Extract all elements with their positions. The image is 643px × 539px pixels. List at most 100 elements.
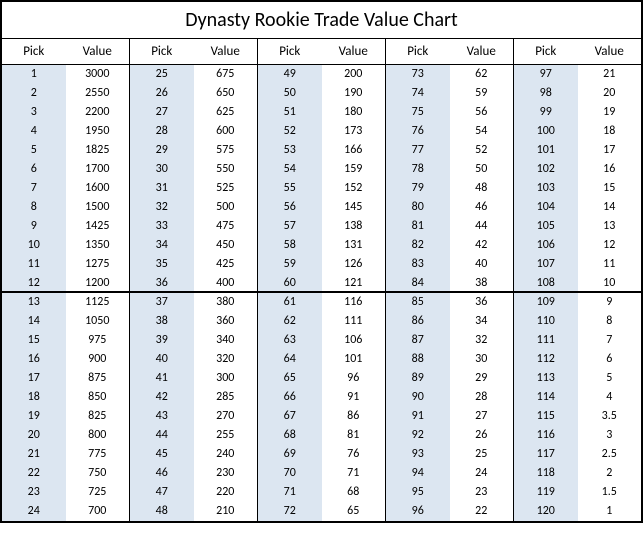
pick-cell: 96 bbox=[386, 502, 450, 521]
value-cell: 1600 bbox=[66, 179, 130, 198]
value-cell: 19 bbox=[578, 103, 642, 122]
pick-cell: 9 bbox=[2, 217, 66, 236]
table-row: 27625 bbox=[130, 103, 257, 122]
pick-cell: 73 bbox=[386, 65, 450, 84]
pick-cell: 100 bbox=[514, 122, 578, 141]
table-row: 10414 bbox=[514, 198, 641, 217]
table-row: 91425 bbox=[2, 217, 129, 236]
table-row: 41950 bbox=[2, 122, 129, 141]
pick-cell: 50 bbox=[258, 84, 322, 103]
pick-cell: 115 bbox=[514, 407, 578, 426]
value-cell: 91 bbox=[322, 388, 386, 407]
value-cell: 220 bbox=[194, 483, 258, 502]
table-row: 22750 bbox=[2, 464, 129, 483]
value-cell: 340 bbox=[194, 331, 258, 350]
pick-cell: 104 bbox=[514, 198, 578, 217]
table-row: 8340 bbox=[386, 255, 513, 274]
table-row: 20800 bbox=[2, 426, 129, 445]
table-row: 28600 bbox=[130, 122, 257, 141]
table-row: 7265 bbox=[258, 502, 385, 521]
table-row: 10513 bbox=[514, 217, 641, 236]
pick-cell: 35 bbox=[130, 255, 194, 274]
pick-cell: 118 bbox=[514, 464, 578, 483]
value-cell: 18 bbox=[578, 122, 642, 141]
value-cell: 1.5 bbox=[578, 483, 642, 502]
value-cell: 800 bbox=[66, 426, 130, 445]
pick-cell: 74 bbox=[386, 84, 450, 103]
pick-cell: 80 bbox=[386, 198, 450, 217]
table-row: 131125 bbox=[2, 293, 129, 312]
pick-cell: 95 bbox=[386, 483, 450, 502]
table-row: 9622 bbox=[386, 502, 513, 521]
pick-cell: 31 bbox=[130, 179, 194, 198]
header-row: PickValue bbox=[514, 39, 641, 65]
table-row: 141050 bbox=[2, 312, 129, 331]
table-row: 9226 bbox=[386, 426, 513, 445]
value-cell: 56 bbox=[450, 103, 514, 122]
table-row: 1172.5 bbox=[514, 445, 641, 464]
pick-cell: 102 bbox=[514, 160, 578, 179]
pick-cell: 82 bbox=[386, 236, 450, 255]
value-cell: 86 bbox=[322, 407, 386, 426]
pick-cell: 86 bbox=[386, 312, 450, 331]
header-row: PickValue bbox=[386, 39, 513, 65]
pick-cell: 109 bbox=[514, 293, 578, 312]
value-cell: 23 bbox=[450, 483, 514, 502]
table-row: 71600 bbox=[2, 179, 129, 198]
value-cell: 1125 bbox=[66, 293, 130, 312]
value-cell: 52 bbox=[450, 141, 514, 160]
table-row: 9424 bbox=[386, 464, 513, 483]
table-row: 45240 bbox=[130, 445, 257, 464]
value-cell: 300 bbox=[194, 369, 258, 388]
table-row: 8634 bbox=[386, 312, 513, 331]
value-cell: 25 bbox=[450, 445, 514, 464]
value-cell: 190 bbox=[322, 84, 386, 103]
pick-cell: 106 bbox=[514, 236, 578, 255]
pick-cell: 85 bbox=[386, 293, 450, 312]
value-cell: 13 bbox=[578, 217, 642, 236]
pick-cell: 52 bbox=[258, 122, 322, 141]
value-cell: 16 bbox=[578, 160, 642, 179]
column-pair: PickValue2567526650276252860029575305503… bbox=[130, 39, 258, 521]
table-row: 10216 bbox=[514, 160, 641, 179]
pick-cell: 41 bbox=[130, 369, 194, 388]
value-cell: 725 bbox=[66, 483, 130, 502]
table-row: 10612 bbox=[514, 236, 641, 255]
pick-cell: 42 bbox=[130, 388, 194, 407]
value-cell: 38 bbox=[450, 274, 514, 291]
value-cell: 6 bbox=[578, 350, 642, 369]
pick-cell: 37 bbox=[130, 293, 194, 312]
table-row: 1126 bbox=[514, 350, 641, 369]
value-cell: 40 bbox=[450, 255, 514, 274]
column-pair: PickValue7362745975567654775278507948804… bbox=[386, 39, 514, 521]
pick-cell: 25 bbox=[130, 65, 194, 84]
table-row: 54159 bbox=[258, 160, 385, 179]
table-row: 19825 bbox=[2, 407, 129, 426]
pick-cell: 2 bbox=[2, 84, 66, 103]
pick-cell: 21 bbox=[2, 445, 66, 464]
value-cell: 96 bbox=[322, 369, 386, 388]
pick-cell: 111 bbox=[514, 331, 578, 350]
table-row: 121200 bbox=[2, 274, 129, 293]
table-row: 8438 bbox=[386, 274, 513, 293]
value-cell: 138 bbox=[322, 217, 386, 236]
table-row: 7362 bbox=[386, 65, 513, 84]
value-cell: 1200 bbox=[66, 274, 130, 291]
value-cell: 1825 bbox=[66, 141, 130, 160]
table-row: 30550 bbox=[130, 160, 257, 179]
header-pick: Pick bbox=[258, 39, 322, 64]
pick-cell: 57 bbox=[258, 217, 322, 236]
value-cell: 22 bbox=[450, 502, 514, 521]
pick-cell: 120 bbox=[514, 502, 578, 521]
value-cell: 29 bbox=[450, 369, 514, 388]
table-row: 34450 bbox=[130, 236, 257, 255]
header-value: Value bbox=[194, 39, 258, 64]
table-row: 61116 bbox=[258, 293, 385, 312]
pick-cell: 66 bbox=[258, 388, 322, 407]
pick-cell: 89 bbox=[386, 369, 450, 388]
value-cell: 71 bbox=[322, 464, 386, 483]
table-row: 7752 bbox=[386, 141, 513, 160]
value-cell: 400 bbox=[194, 274, 258, 291]
value-cell: 173 bbox=[322, 122, 386, 141]
pick-cell: 108 bbox=[514, 274, 578, 291]
